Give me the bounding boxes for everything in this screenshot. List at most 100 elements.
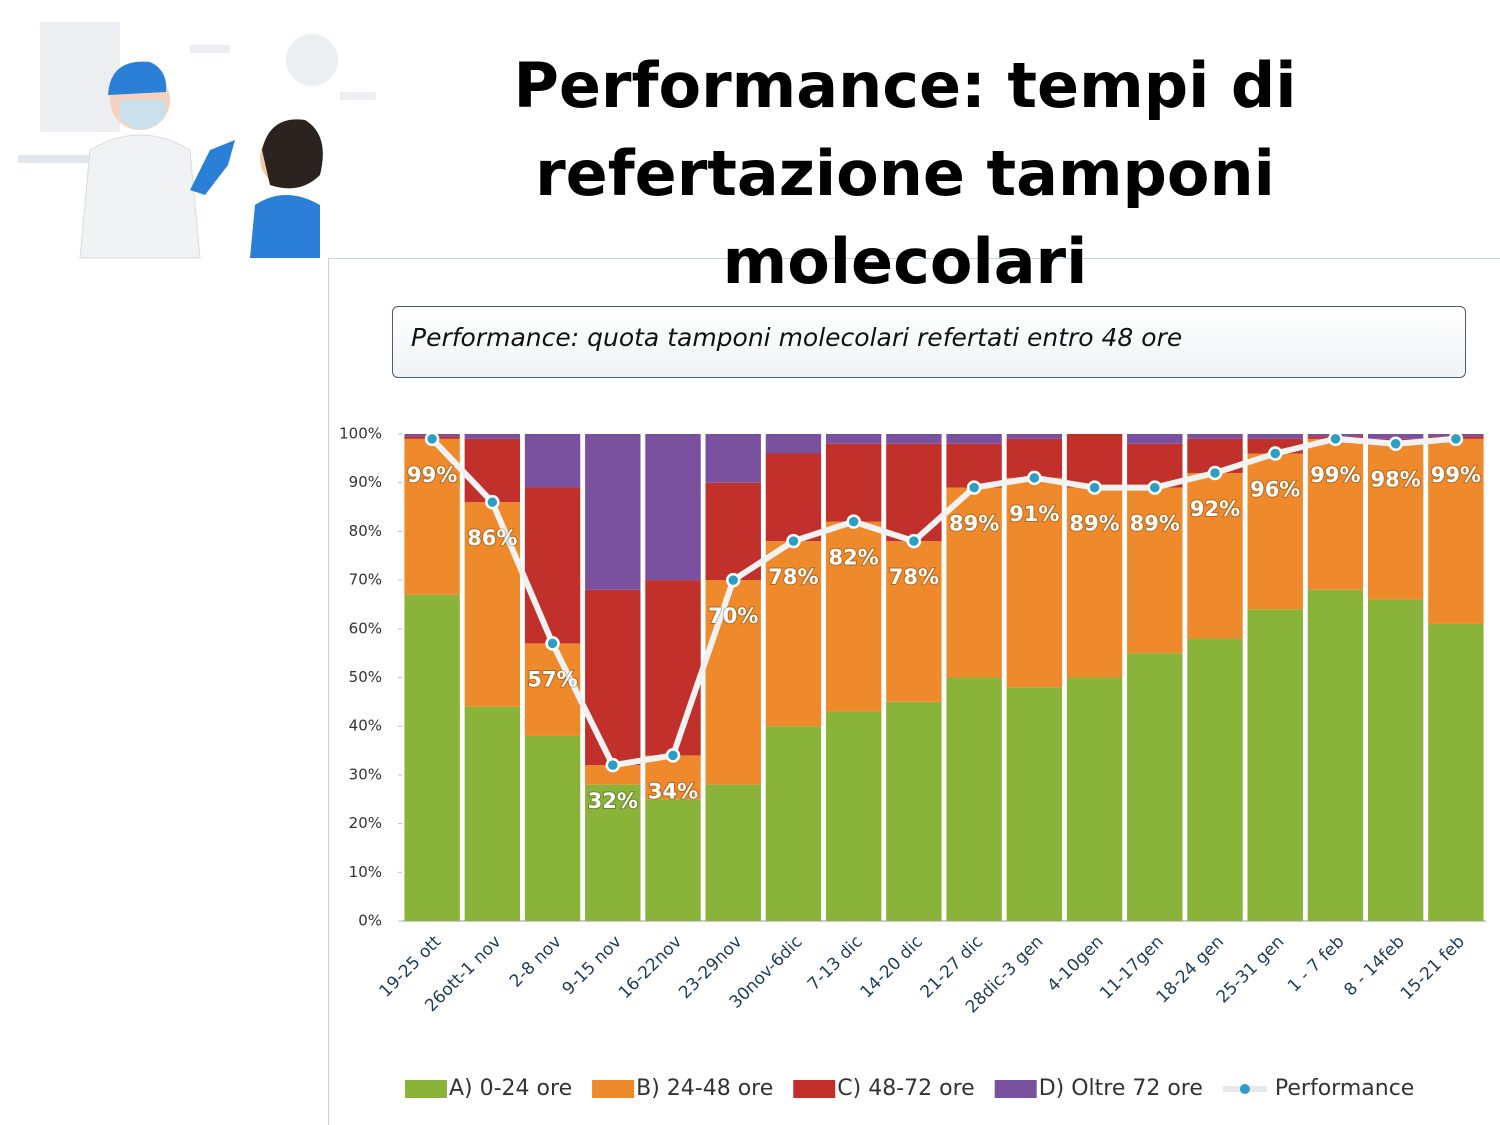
bar-segment <box>825 711 882 921</box>
bar-segment <box>1006 434 1063 439</box>
bar-segment <box>464 438 521 503</box>
data-label: 57% <box>527 667 577 691</box>
y-tick-label: 30% <box>349 765 382 783</box>
performance-point <box>966 480 982 495</box>
data-label: 89% <box>1130 512 1180 536</box>
bar-segment <box>464 502 521 707</box>
performance-point <box>725 572 741 588</box>
y-tick-label: 80% <box>349 522 382 540</box>
bar-segment <box>1006 477 1063 688</box>
data-label: 96% <box>1250 477 1300 501</box>
data-label: 86% <box>467 526 517 550</box>
x-tick-label: 14-20 dic <box>856 932 926 1002</box>
x-tick-label: 1 - 7 feb <box>1284 932 1349 997</box>
bar-segment <box>1367 443 1424 600</box>
bar-segment <box>404 438 460 595</box>
bar-segment <box>1187 434 1243 439</box>
legend-label: C) 48-72 ore <box>837 1076 974 1101</box>
bar-segment <box>946 487 1002 678</box>
y-tick-label: 60% <box>349 619 382 637</box>
bar-segment <box>524 735 581 921</box>
legend-swatch <box>405 1080 447 1098</box>
x-tick-label: 7-13 dic <box>804 932 867 995</box>
bar-segment <box>765 541 822 727</box>
bar-segment <box>946 677 1002 921</box>
data-label: 78% <box>889 565 939 589</box>
legend-swatch <box>994 1080 1037 1098</box>
y-tick-label: 20% <box>349 814 382 832</box>
legend-label: B) 24-48 ore <box>636 1076 773 1101</box>
bar-segment <box>404 594 460 921</box>
bar-segment <box>645 434 701 581</box>
data-label: 34% <box>648 779 698 803</box>
performance-point <box>1207 465 1223 481</box>
bar-segment <box>705 482 761 581</box>
data-label: 89% <box>949 512 999 536</box>
legend-swatch <box>793 1080 836 1098</box>
data-label: 99% <box>1310 463 1360 487</box>
legend-marker <box>1239 1084 1250 1094</box>
performance-point <box>1267 446 1283 461</box>
bar-segment <box>645 580 701 756</box>
bar-segment <box>585 434 641 590</box>
bar-segment <box>705 580 761 785</box>
bar-segment <box>705 784 761 921</box>
bar-segment <box>585 589 641 766</box>
data-label: 91% <box>1009 502 1059 526</box>
chart-frame <box>328 258 1500 1125</box>
bar-segment <box>1367 599 1424 921</box>
legend-label: D) Oltre 72 ore <box>1039 1076 1203 1101</box>
bar-segment <box>1247 434 1303 439</box>
bar-segment <box>464 706 521 921</box>
bar-segment <box>1428 438 1484 624</box>
y-tick-label: 70% <box>349 571 382 589</box>
bar-segment <box>886 541 942 702</box>
y-tick-label: 0% <box>358 912 382 930</box>
data-label: 99% <box>1431 463 1481 487</box>
performance-point <box>605 757 621 773</box>
x-tick-label: 2-8 nov <box>506 932 566 992</box>
legend-label: Performance <box>1275 1076 1414 1101</box>
data-label: 92% <box>1190 497 1240 521</box>
bar-segment <box>585 784 641 921</box>
x-tick-label: 16-22nov <box>615 932 686 1003</box>
bar-segment <box>1247 609 1303 921</box>
bar-segment <box>524 643 581 736</box>
performance-point <box>1448 431 1464 447</box>
performance-point <box>545 636 560 651</box>
performance-point <box>906 533 922 549</box>
bar-segment <box>946 434 1002 444</box>
bar-segment <box>585 765 641 785</box>
chart-subtitle: Performance: quota tamponi molecolari re… <box>392 306 1466 378</box>
bar-segment <box>1066 434 1123 488</box>
data-label: 99% <box>407 463 457 487</box>
performance-line <box>429 435 1457 769</box>
bar-segment <box>705 434 761 483</box>
bar-segment <box>524 487 581 644</box>
bar-segment <box>765 434 822 454</box>
performance-point <box>1328 431 1343 447</box>
bar-segment <box>1127 653 1183 921</box>
title: Performance: tempi di refertazione tampo… <box>513 49 1297 298</box>
bar-segment <box>1428 623 1484 921</box>
bar-segment <box>645 799 701 921</box>
bar-segment <box>464 434 521 439</box>
bar-segment <box>1127 487 1183 654</box>
bar-segment <box>825 521 882 712</box>
data-label: 82% <box>829 546 879 570</box>
performance-point <box>846 514 861 529</box>
bar-segment <box>886 434 942 444</box>
legend-label: A) 0-24 ore <box>449 1076 572 1101</box>
legend-swatch <box>592 1080 635 1098</box>
data-label: 32% <box>588 789 638 813</box>
data-label: 78% <box>768 565 818 589</box>
bar-segment <box>825 443 882 522</box>
bar-segment <box>1066 677 1123 921</box>
bar-segment <box>524 434 581 488</box>
y-tick-label: 100% <box>339 425 382 443</box>
y-tick-label: 50% <box>349 668 382 686</box>
bar-segment <box>765 726 822 921</box>
bar-segment <box>886 701 942 921</box>
bar-segment <box>1187 638 1243 921</box>
